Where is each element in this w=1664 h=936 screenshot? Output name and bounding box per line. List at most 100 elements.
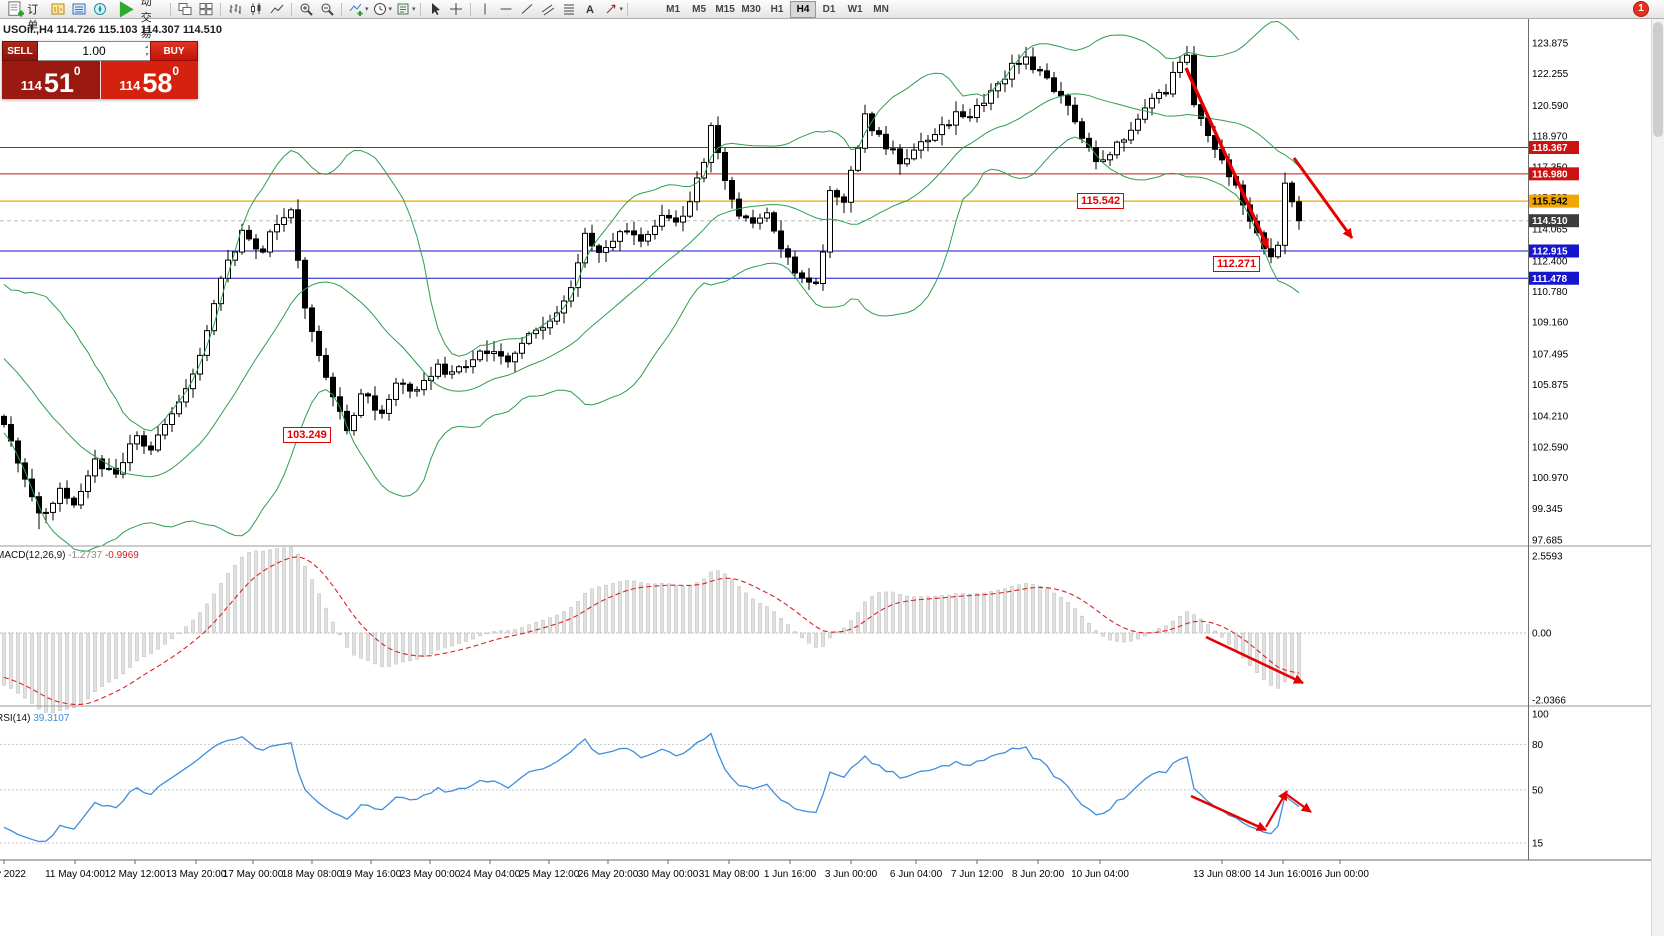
notification-badge[interactable]: 1 <box>1634 2 1648 16</box>
candlestick-chart-button[interactable] <box>246 1 266 18</box>
indicators-caret[interactable]: ▾ <box>365 6 369 13</box>
svg-text:18 May 08:00: 18 May 08:00 <box>282 869 343 880</box>
svg-text:25 May 12:00: 25 May 12:00 <box>519 869 580 880</box>
navigator-button[interactable] <box>90 1 110 18</box>
svg-text:7 Jun 12:00: 7 Jun 12:00 <box>951 869 1004 880</box>
svg-text:112.400: 112.400 <box>1532 256 1568 267</box>
line-chart-button[interactable] <box>267 1 287 18</box>
svg-text:111.478: 111.478 <box>1532 274 1567 285</box>
trendline-button[interactable] <box>517 1 537 18</box>
periods-caret[interactable]: ▾ <box>388 6 393 13</box>
rsi-name: RSI(14) <box>0 713 31 724</box>
zoom-out-button[interactable] <box>317 1 337 18</box>
svg-text:May 2022: May 2022 <box>0 869 26 880</box>
svg-text:100: 100 <box>1532 710 1549 721</box>
fibonacci-button[interactable] <box>559 1 579 18</box>
templates-caret[interactable]: ▾ <box>412 6 416 13</box>
svg-text:109.160: 109.160 <box>1532 318 1569 329</box>
arrows-button[interactable] <box>601 1 621 18</box>
crosshair-button[interactable] <box>446 1 466 18</box>
auto-trading-label: 自动交易 <box>140 0 152 40</box>
horizontal-line-button[interactable] <box>496 1 516 18</box>
vertical-line-icon <box>484 3 486 15</box>
tile-windows-icon <box>199 3 213 16</box>
svg-text:15: 15 <box>1532 838 1544 849</box>
auto-trading-icon <box>119 0 134 18</box>
channel-button[interactable] <box>538 1 558 18</box>
timeframe-h1-button[interactable]: H1 <box>770 3 784 15</box>
toolbar-separator <box>469 2 471 16</box>
scrollbar-thumb[interactable] <box>1653 22 1663 137</box>
toolbar-separator <box>341 2 342 16</box>
svg-text:17 May 00:00: 17 May 00:00 <box>223 869 284 880</box>
horizontal-line-icon <box>500 8 512 10</box>
sell-price[interactable]: 114 51 0 <box>2 61 101 99</box>
cascade-windows-icon <box>178 3 192 15</box>
buy-button[interactable]: BUY <box>150 41 198 61</box>
market-watch-button[interactable] <box>69 1 89 18</box>
toolbar-separator <box>170 2 171 16</box>
timeframe-h4-button[interactable]: H4 <box>790 0 817 18</box>
bar-chart-button[interactable] <box>225 1 245 18</box>
one-click-trading-panel: SELL 1.00 ▴ ▾ BUY 114 51 0 114 58 0 <box>2 41 198 99</box>
price-callout[interactable]: 112.271 <box>1213 256 1261 272</box>
buy-price[interactable]: 114 58 0 <box>100 61 198 99</box>
macd-name: MACD(12,26,9) <box>0 550 66 561</box>
volume-up-icon[interactable]: ▴ <box>144 44 148 50</box>
svg-text:3 Jun 00:00: 3 Jun 00:00 <box>825 869 878 880</box>
zoom-out-icon <box>321 3 334 16</box>
tile-windows-button[interactable] <box>196 1 216 18</box>
auto-trading-button[interactable]: 自动交易 <box>111 0 166 40</box>
chart-info-line: USOil.,H4 114.726 115.103 114.307 114.51… <box>3 24 222 36</box>
price-callout[interactable]: 103.249 <box>283 427 331 443</box>
trendline-icon <box>521 4 532 14</box>
chart-canvas[interactable]: 123.875122.255120.590118.970117.350115.7… <box>0 19 1664 936</box>
timeframe-m15-button[interactable]: M15 <box>715 3 735 15</box>
line-chart-icon <box>270 4 284 14</box>
price-callout[interactable]: 115.542 <box>1077 193 1125 209</box>
zoom-in-icon <box>300 3 313 16</box>
buy-price-prefix: 114 <box>119 78 141 93</box>
indicators-button[interactable] <box>346 1 366 18</box>
templates-button[interactable] <box>393 1 413 18</box>
arrows-icon <box>606 4 616 14</box>
volume-down-icon[interactable]: ▾ <box>144 52 148 58</box>
svg-text:24 May 04:00: 24 May 04:00 <box>460 869 521 880</box>
svg-text:102.590: 102.590 <box>1532 442 1569 453</box>
vertical-line-button[interactable] <box>475 1 495 18</box>
svg-text:114.065: 114.065 <box>1532 225 1568 236</box>
volume-input[interactable]: 1.00 ▴ ▾ <box>38 41 150 61</box>
sell-button[interactable]: SELL <box>2 41 38 61</box>
rsi-indicator-label: RSI(14) 39.3107 <box>0 713 69 724</box>
timeframe-m5-button[interactable]: M5 <box>692 3 707 15</box>
periods-button[interactable] <box>370 1 390 18</box>
macd-indicator-label: MACD(12,26,9) -1.2737 -0.9969 <box>0 550 139 561</box>
cursor-button[interactable] <box>425 1 445 18</box>
vertical-scrollbar[interactable] <box>1651 19 1664 936</box>
cursor-icon <box>431 3 440 15</box>
zoom-in-button[interactable] <box>296 1 316 18</box>
timeframe-mn-button[interactable]: MN <box>873 3 889 15</box>
sell-price-sup: 0 <box>73 64 81 78</box>
svg-text:122.255: 122.255 <box>1532 69 1569 80</box>
svg-text:A: A <box>586 4 594 16</box>
bar-chart-icon <box>229 4 241 14</box>
timeframe-m30-button[interactable]: M30 <box>741 3 761 15</box>
arrows-caret[interactable]: ▾ <box>619 6 624 13</box>
toolbar-separator <box>419 2 421 16</box>
timeframe-m1-button[interactable]: M1 <box>666 3 681 15</box>
timeframe-d1-button[interactable]: D1 <box>822 3 836 15</box>
volume-stepper[interactable]: ▴ ▾ <box>145 43 148 59</box>
timeframe-w1-button[interactable]: W1 <box>847 3 863 15</box>
svg-text:115.542: 115.542 <box>1532 197 1568 208</box>
sell-price-prefix: 114 <box>20 78 42 93</box>
cascade-windows-button[interactable] <box>175 1 195 18</box>
text-button[interactable]: A <box>580 1 600 18</box>
sell-price-big: 51 <box>43 68 74 98</box>
svg-text:50: 50 <box>1532 785 1544 796</box>
new-order-button[interactable]: 新订单 <box>3 1 47 32</box>
candlestick-chart-icon <box>251 3 261 15</box>
svg-text:12 May 12:00: 12 May 12:00 <box>105 869 166 880</box>
chart-window-button[interactable] <box>48 1 68 18</box>
svg-text:1 Jun 16:00: 1 Jun 16:00 <box>764 869 817 880</box>
